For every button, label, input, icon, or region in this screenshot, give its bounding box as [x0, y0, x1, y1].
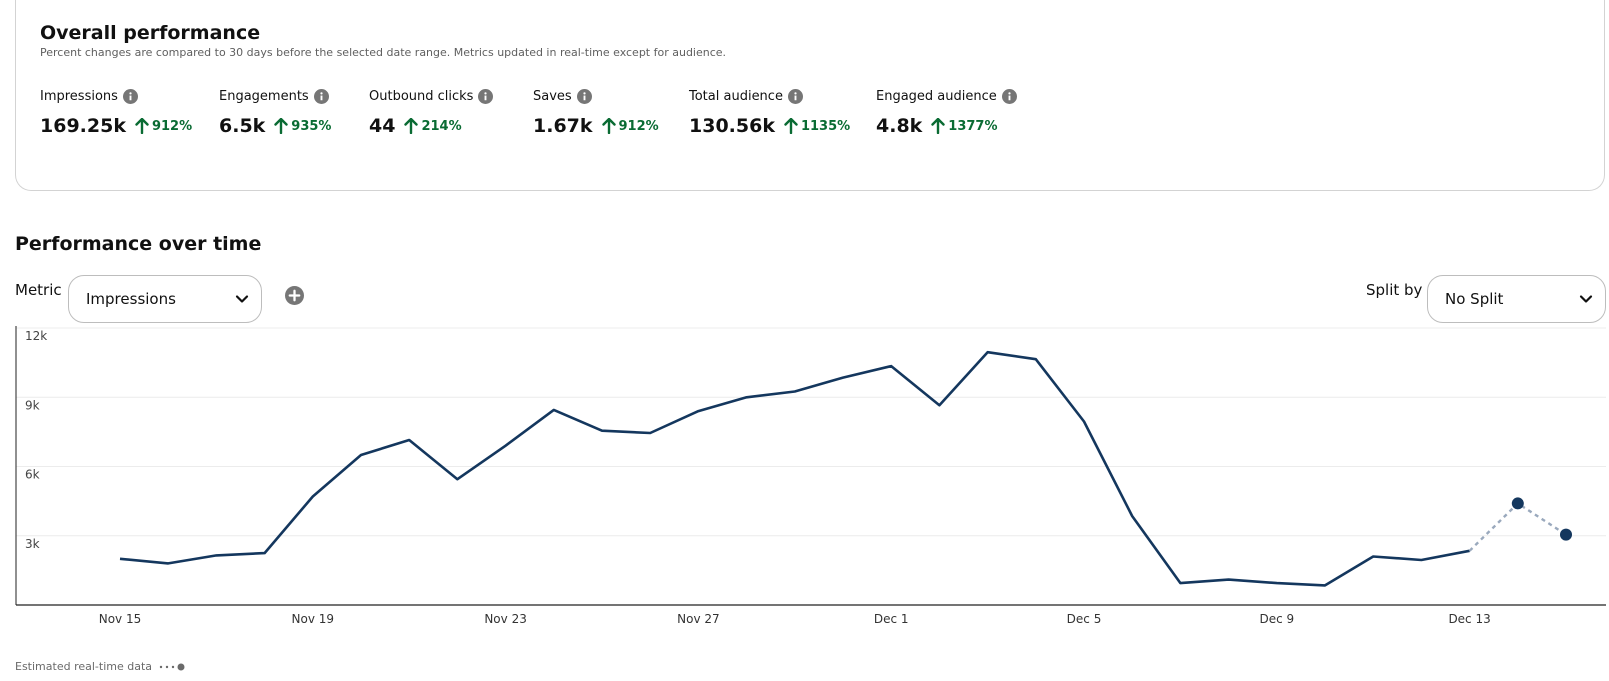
y-tick-label: 9k — [25, 398, 40, 412]
performance-over-time-title: Performance over time — [15, 233, 262, 255]
metric-value: 169.25k — [40, 115, 126, 137]
overall-performance-title: Overall performance — [40, 22, 261, 44]
overall-performance-card: Overall performance Percent changes are … — [15, 0, 1605, 191]
up-arrow-icon — [404, 118, 419, 134]
metric-change: 1135% — [800, 118, 851, 134]
estimated-data-label: Estimated real-time data — [15, 660, 153, 673]
metric-value: 1.67k — [533, 115, 593, 137]
metric-select[interactable]: Impressions — [68, 275, 262, 323]
info-icon[interactable] — [313, 88, 329, 104]
metric-change: 214% — [421, 118, 462, 134]
metric-label: Saves — [533, 88, 572, 104]
split-by-select-value: No Split — [1445, 290, 1504, 308]
metric-label: Impressions — [40, 88, 118, 104]
metric-change: 912% — [618, 118, 659, 134]
split-by-select[interactable]: No Split — [1427, 275, 1606, 323]
metric-engagements: Engagements 6.5k 935% — [219, 86, 331, 138]
metric-saves: Saves 1.67k 912% — [533, 86, 659, 138]
series-line-impressions — [119, 350, 1470, 587]
metric-value: 130.56k — [689, 115, 775, 137]
y-tick-label: 3k — [25, 537, 40, 551]
add-metric-button[interactable] — [285, 286, 304, 305]
metric-change: 912% — [151, 118, 193, 134]
up-arrow-icon — [931, 118, 945, 134]
metric-engaged-audience: Engaged audience 4.8k 1377% — [876, 86, 1017, 138]
metric-impressions: Impressions 169.25k 912% — [40, 86, 192, 138]
x-tick-label: Nov 27 — [677, 612, 720, 626]
split-by-label: Split by — [1366, 281, 1423, 299]
chevron-down-icon — [235, 292, 249, 306]
info-icon[interactable] — [787, 88, 803, 104]
x-tick-label: Dec 5 — [1067, 612, 1102, 626]
x-tick-label: Dec 13 — [1448, 612, 1490, 626]
up-arrow-icon — [135, 118, 149, 134]
x-tick-label: Nov 19 — [292, 612, 335, 626]
up-arrow-icon — [784, 118, 798, 134]
metric-label: Outbound clicks — [369, 88, 474, 104]
estimated-data-point — [1511, 497, 1524, 510]
y-tick-label: 12k — [25, 329, 47, 343]
metric-total-audience: Total audience 130.56k 1135% — [689, 86, 850, 138]
x-tick-label: Nov 23 — [484, 612, 527, 626]
dotted-line-icon — [159, 663, 185, 670]
x-tick-label: Dec 1 — [874, 612, 909, 626]
performance-chart: 3k 6k 9k 12k Nov 15 Nov 19 Nov 23 Nov 27 Dec 1 De… — [0, 320, 1609, 640]
x-tick-label: Nov 15 — [99, 612, 142, 626]
y-tick-label: 6k — [25, 468, 40, 482]
metric-value: 4.8k — [876, 115, 923, 137]
metric-label: Metric — [15, 281, 62, 299]
info-icon[interactable] — [122, 88, 138, 104]
metric-value: 44 — [369, 115, 396, 137]
metric-outbound-clicks: Outbound clicks 44 214% — [369, 86, 494, 138]
plus-circle-icon — [285, 286, 304, 305]
metric-change: 935% — [291, 118, 332, 134]
metric-label: Engagements — [219, 88, 309, 104]
estimated-series-line — [1468, 501, 1567, 552]
up-arrow-icon — [601, 118, 616, 134]
metric-value: 6.5k — [219, 115, 266, 137]
info-icon[interactable] — [478, 88, 494, 104]
metric-change: 1377% — [948, 118, 998, 134]
estimated-data-legend: Estimated real-time data — [15, 660, 190, 673]
metric-label: Engaged audience — [876, 88, 997, 104]
up-arrow-icon — [274, 118, 288, 134]
x-tick-label: Dec 9 — [1259, 612, 1294, 626]
info-icon[interactable] — [576, 88, 592, 104]
overall-performance-subtitle: Percent changes are compared to 30 days … — [40, 46, 727, 59]
metric-select-value: Impressions — [86, 290, 176, 308]
chevron-down-icon — [1579, 292, 1593, 306]
info-icon[interactable] — [1001, 88, 1017, 104]
line-chart: 3k 6k 9k 12k Nov 15 Nov 19 Nov 23 Nov 27 Dec 1 De… — [15, 326, 1606, 626]
metric-label: Total audience — [689, 88, 783, 104]
estimated-data-point — [1560, 528, 1572, 541]
